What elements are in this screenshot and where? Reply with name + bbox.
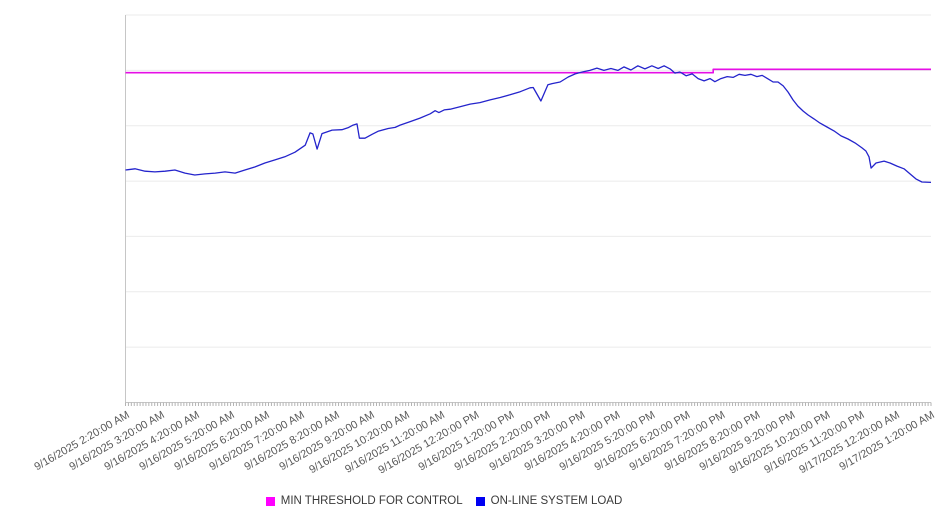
legend-item-min-threshold[interactable]: MIN THRESHOLD FOR CONTROL bbox=[265, 495, 463, 507]
series-lines bbox=[125, 65, 932, 184]
y-gridlines bbox=[125, 14, 931, 348]
legend-swatch-system-load-icon bbox=[475, 496, 485, 506]
legend-swatch-min-threshold-icon bbox=[265, 496, 275, 506]
legend-item-system-load[interactable]: ON-LINE SYSTEM LOAD bbox=[475, 495, 623, 507]
load-line bbox=[125, 65, 932, 184]
threshold-line bbox=[125, 68, 931, 74]
chart-legend: MIN THRESHOLD FOR CONTROL ON-LINE SYSTEM… bbox=[0, 495, 917, 507]
x-minor-ticks bbox=[125, 402, 932, 406]
legend-label-min-threshold: MIN THRESHOLD FOR CONTROL bbox=[280, 495, 463, 507]
legend-label-system-load: ON-LINE SYSTEM LOAD bbox=[490, 495, 623, 507]
